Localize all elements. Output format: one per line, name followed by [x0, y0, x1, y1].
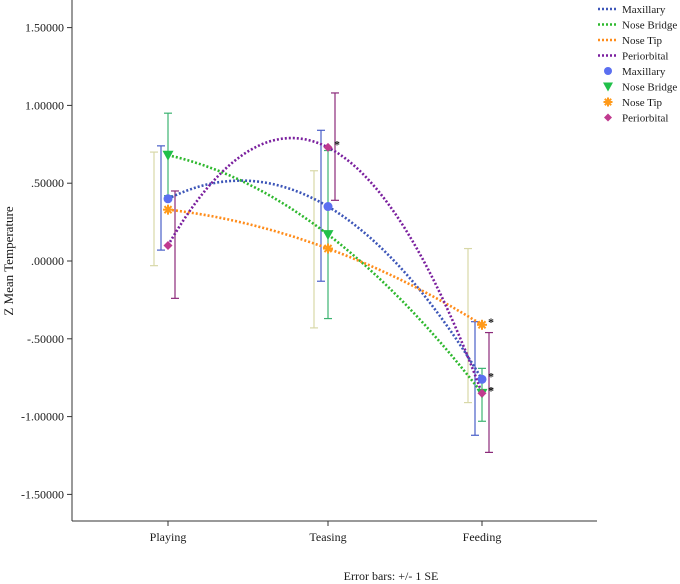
data-point-nose-tip — [477, 319, 487, 330]
error-bars — [150, 92, 493, 453]
legend-marker-label: Nose Bridge — [622, 82, 677, 94]
data-point-nose-tip — [323, 243, 333, 254]
legend-marker-label: Periorbital — [622, 113, 668, 125]
legend-line-label: Nose Tip — [622, 35, 663, 47]
legend-marker-swatch — [603, 97, 613, 107]
x-tick-label: Feeding — [463, 530, 502, 544]
data-point-periorbital — [163, 240, 173, 250]
fit-curve-nose-bridge — [167, 153, 482, 392]
significance-star: * — [488, 383, 494, 397]
significance-markers: ***** — [334, 137, 494, 397]
data-points — [162, 142, 488, 399]
fit-curve-periorbital — [166, 136, 482, 389]
legend-marker-swatch — [603, 82, 613, 92]
legend: Maxillary Nose Bridge Nose Tip Periorbital M… — [598, 4, 677, 125]
axes: 1.50000 1.00000 .50000 .00000 -.50000 -1.0000… — [21, 0, 597, 544]
error-bar — [150, 151, 158, 267]
y-tick-label: 1.00000 — [25, 98, 64, 112]
data-point-maxillary — [163, 194, 173, 204]
y-tick-label: .00000 — [31, 254, 64, 268]
legend-line-label: Nose Bridge — [622, 20, 677, 32]
x-tick-label: Teasing — [309, 530, 346, 544]
error-bar — [157, 145, 165, 251]
error-bar — [171, 190, 179, 299]
data-point-periorbital — [477, 388, 487, 398]
y-tick-label: 1.50000 — [25, 21, 64, 35]
y-axis-label: Z Mean Temperature — [1, 206, 16, 316]
y-tick-label: -.50000 — [27, 332, 64, 346]
legend-marker-label: Nose Tip — [622, 97, 663, 109]
legend-marker-item: Nose Tip — [603, 97, 663, 109]
error-bar — [317, 129, 325, 282]
legend-marker-label: Maxillary — [622, 66, 666, 78]
significance-star: * — [488, 383, 494, 397]
legend-line-label: Periorbital — [622, 51, 668, 63]
legend-marker-item: Nose Bridge — [603, 82, 677, 94]
asterisk-stroke — [323, 244, 333, 253]
legend-line-item: Periorbital — [598, 51, 668, 63]
significance-star: * — [334, 137, 340, 151]
legend-line-item: Nose Tip — [598, 35, 663, 47]
data-point-nose-tip — [163, 204, 173, 215]
fit-curve-maxillary — [167, 179, 482, 377]
data-point-maxillary — [323, 202, 333, 212]
legend-marker-item: Maxillary — [604, 66, 666, 78]
legend-line-item: Maxillary — [598, 4, 666, 16]
significance-star: * — [488, 369, 494, 383]
fit-curves — [166, 136, 482, 392]
y-tick-label: .50000 — [31, 176, 64, 190]
asterisk-stroke — [477, 320, 487, 330]
error-bar — [310, 170, 318, 329]
error-bar — [331, 92, 339, 201]
error-bar — [485, 331, 493, 453]
asterisk-stroke — [604, 98, 612, 106]
fit-curve-nose-tip — [167, 208, 481, 325]
data-point-maxillary — [477, 374, 487, 384]
data-point-nose-bridge — [322, 230, 334, 241]
asterisk-stroke — [163, 205, 173, 214]
y-tick-label: -1.50000 — [21, 487, 64, 501]
legend-marker-swatch — [604, 67, 612, 75]
legend-marker-item: Periorbital — [604, 113, 668, 125]
y-tick-label: -1.00000 — [21, 410, 64, 424]
legend-line-item: Nose Bridge — [598, 20, 677, 32]
legend-line-label: Maxillary — [622, 4, 666, 16]
error-bars-footnote: Error bars: +/- 1 SE — [344, 569, 439, 583]
data-point-periorbital — [323, 142, 333, 152]
significance-star: * — [488, 315, 494, 329]
legend-marker-swatch — [604, 113, 612, 122]
data-point-nose-bridge — [162, 150, 174, 161]
x-tick-label: Playing — [150, 530, 187, 544]
